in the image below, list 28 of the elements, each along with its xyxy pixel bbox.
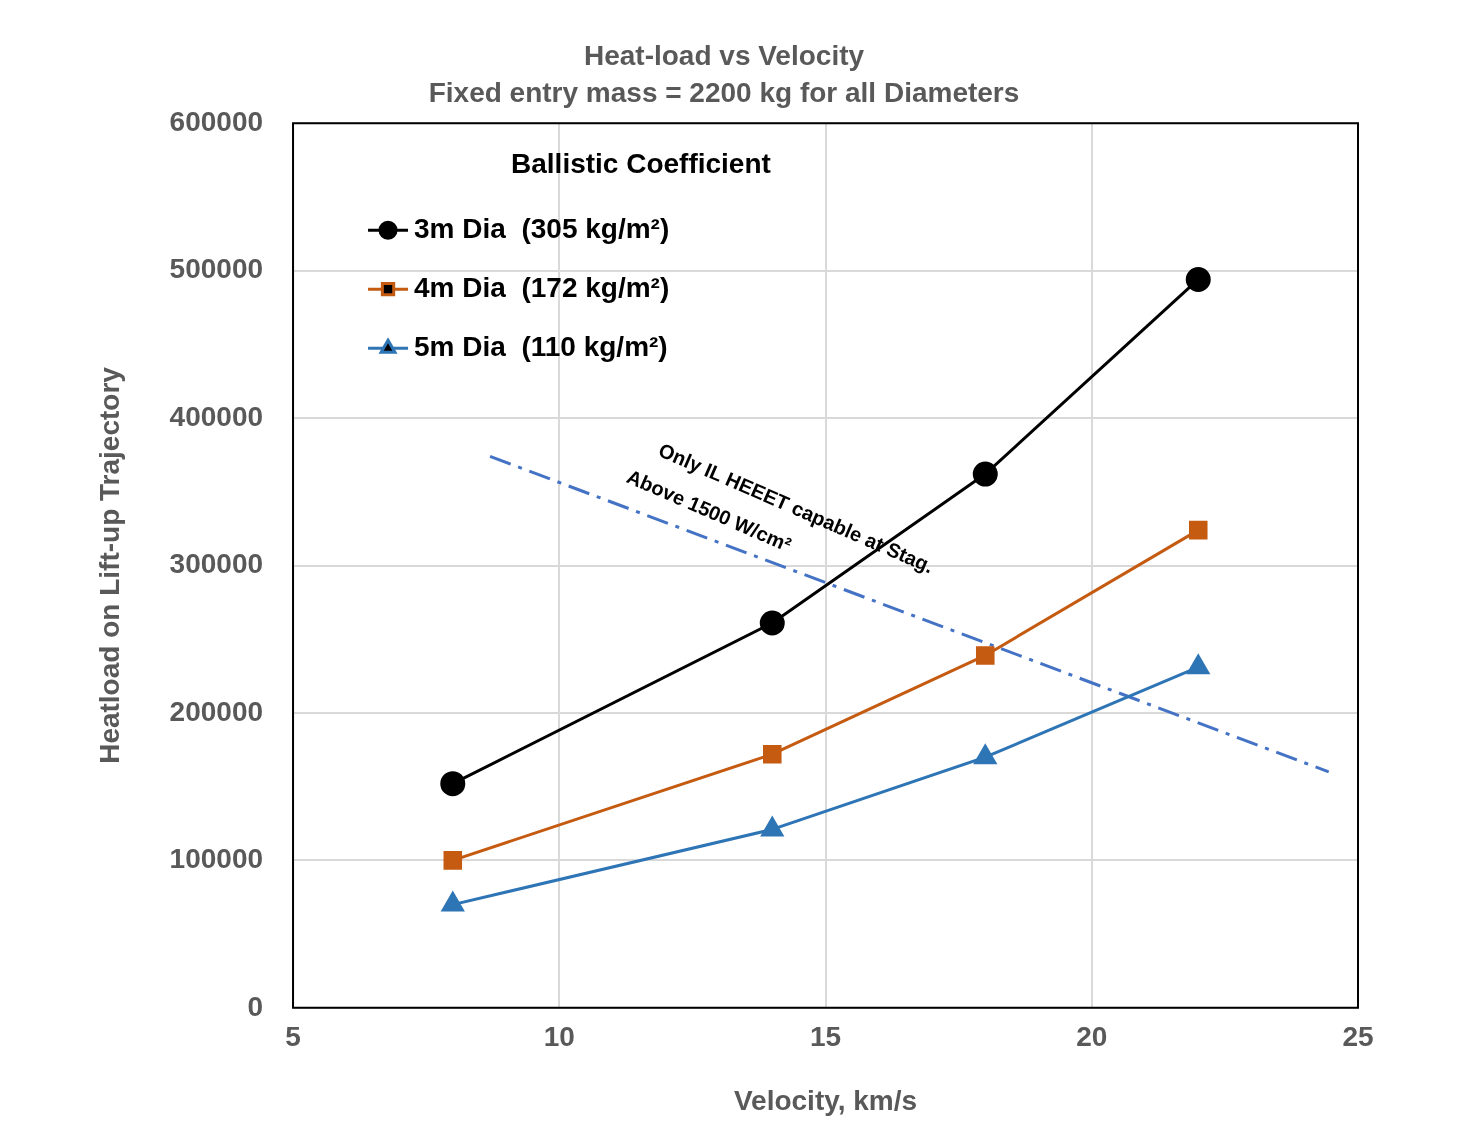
x-tick-label: 5 — [285, 1021, 301, 1053]
y-tick-label: 400000 — [169, 400, 264, 432]
y-tick-label: 500000 — [169, 253, 264, 285]
point — [440, 771, 466, 797]
x-tick-label: 10 — [543, 1021, 575, 1053]
legend-title: Ballistic Coefficient — [511, 147, 771, 179]
point — [972, 461, 998, 487]
x-tick-label: 15 — [809, 1021, 842, 1053]
x-axis-title: Velocity, km/s — [733, 1084, 918, 1116]
y-tick-label: 200000 — [169, 695, 264, 727]
legend-label: 5m Dia (110 kg/m²) — [414, 330, 668, 362]
point — [1185, 266, 1211, 292]
chart-title: Heat-load vs Velocity — [583, 39, 865, 71]
point — [443, 851, 463, 870]
legend-label: 4m Dia (172 kg/m²) — [414, 271, 670, 303]
y-tick-label: 600000 — [169, 105, 264, 137]
point — [975, 646, 995, 665]
y-tick-label: 0 — [247, 990, 264, 1022]
legend-label: 3m Dia (305 kg/m²) — [414, 212, 670, 244]
chart-subtitle: Fixed entry mass = 2200 kg for all Diameters — [428, 77, 1020, 109]
x-tick-label: 20 — [1076, 1021, 1108, 1053]
y-tick-label: 300000 — [169, 548, 264, 580]
y-tick-label: 100000 — [169, 843, 264, 875]
point — [759, 610, 785, 636]
point — [1188, 520, 1208, 540]
x-tick-label: 25 — [1342, 1021, 1374, 1053]
y-axis-title: Heatload on Lift-up Trajectory — [93, 366, 125, 764]
point — [762, 744, 782, 764]
